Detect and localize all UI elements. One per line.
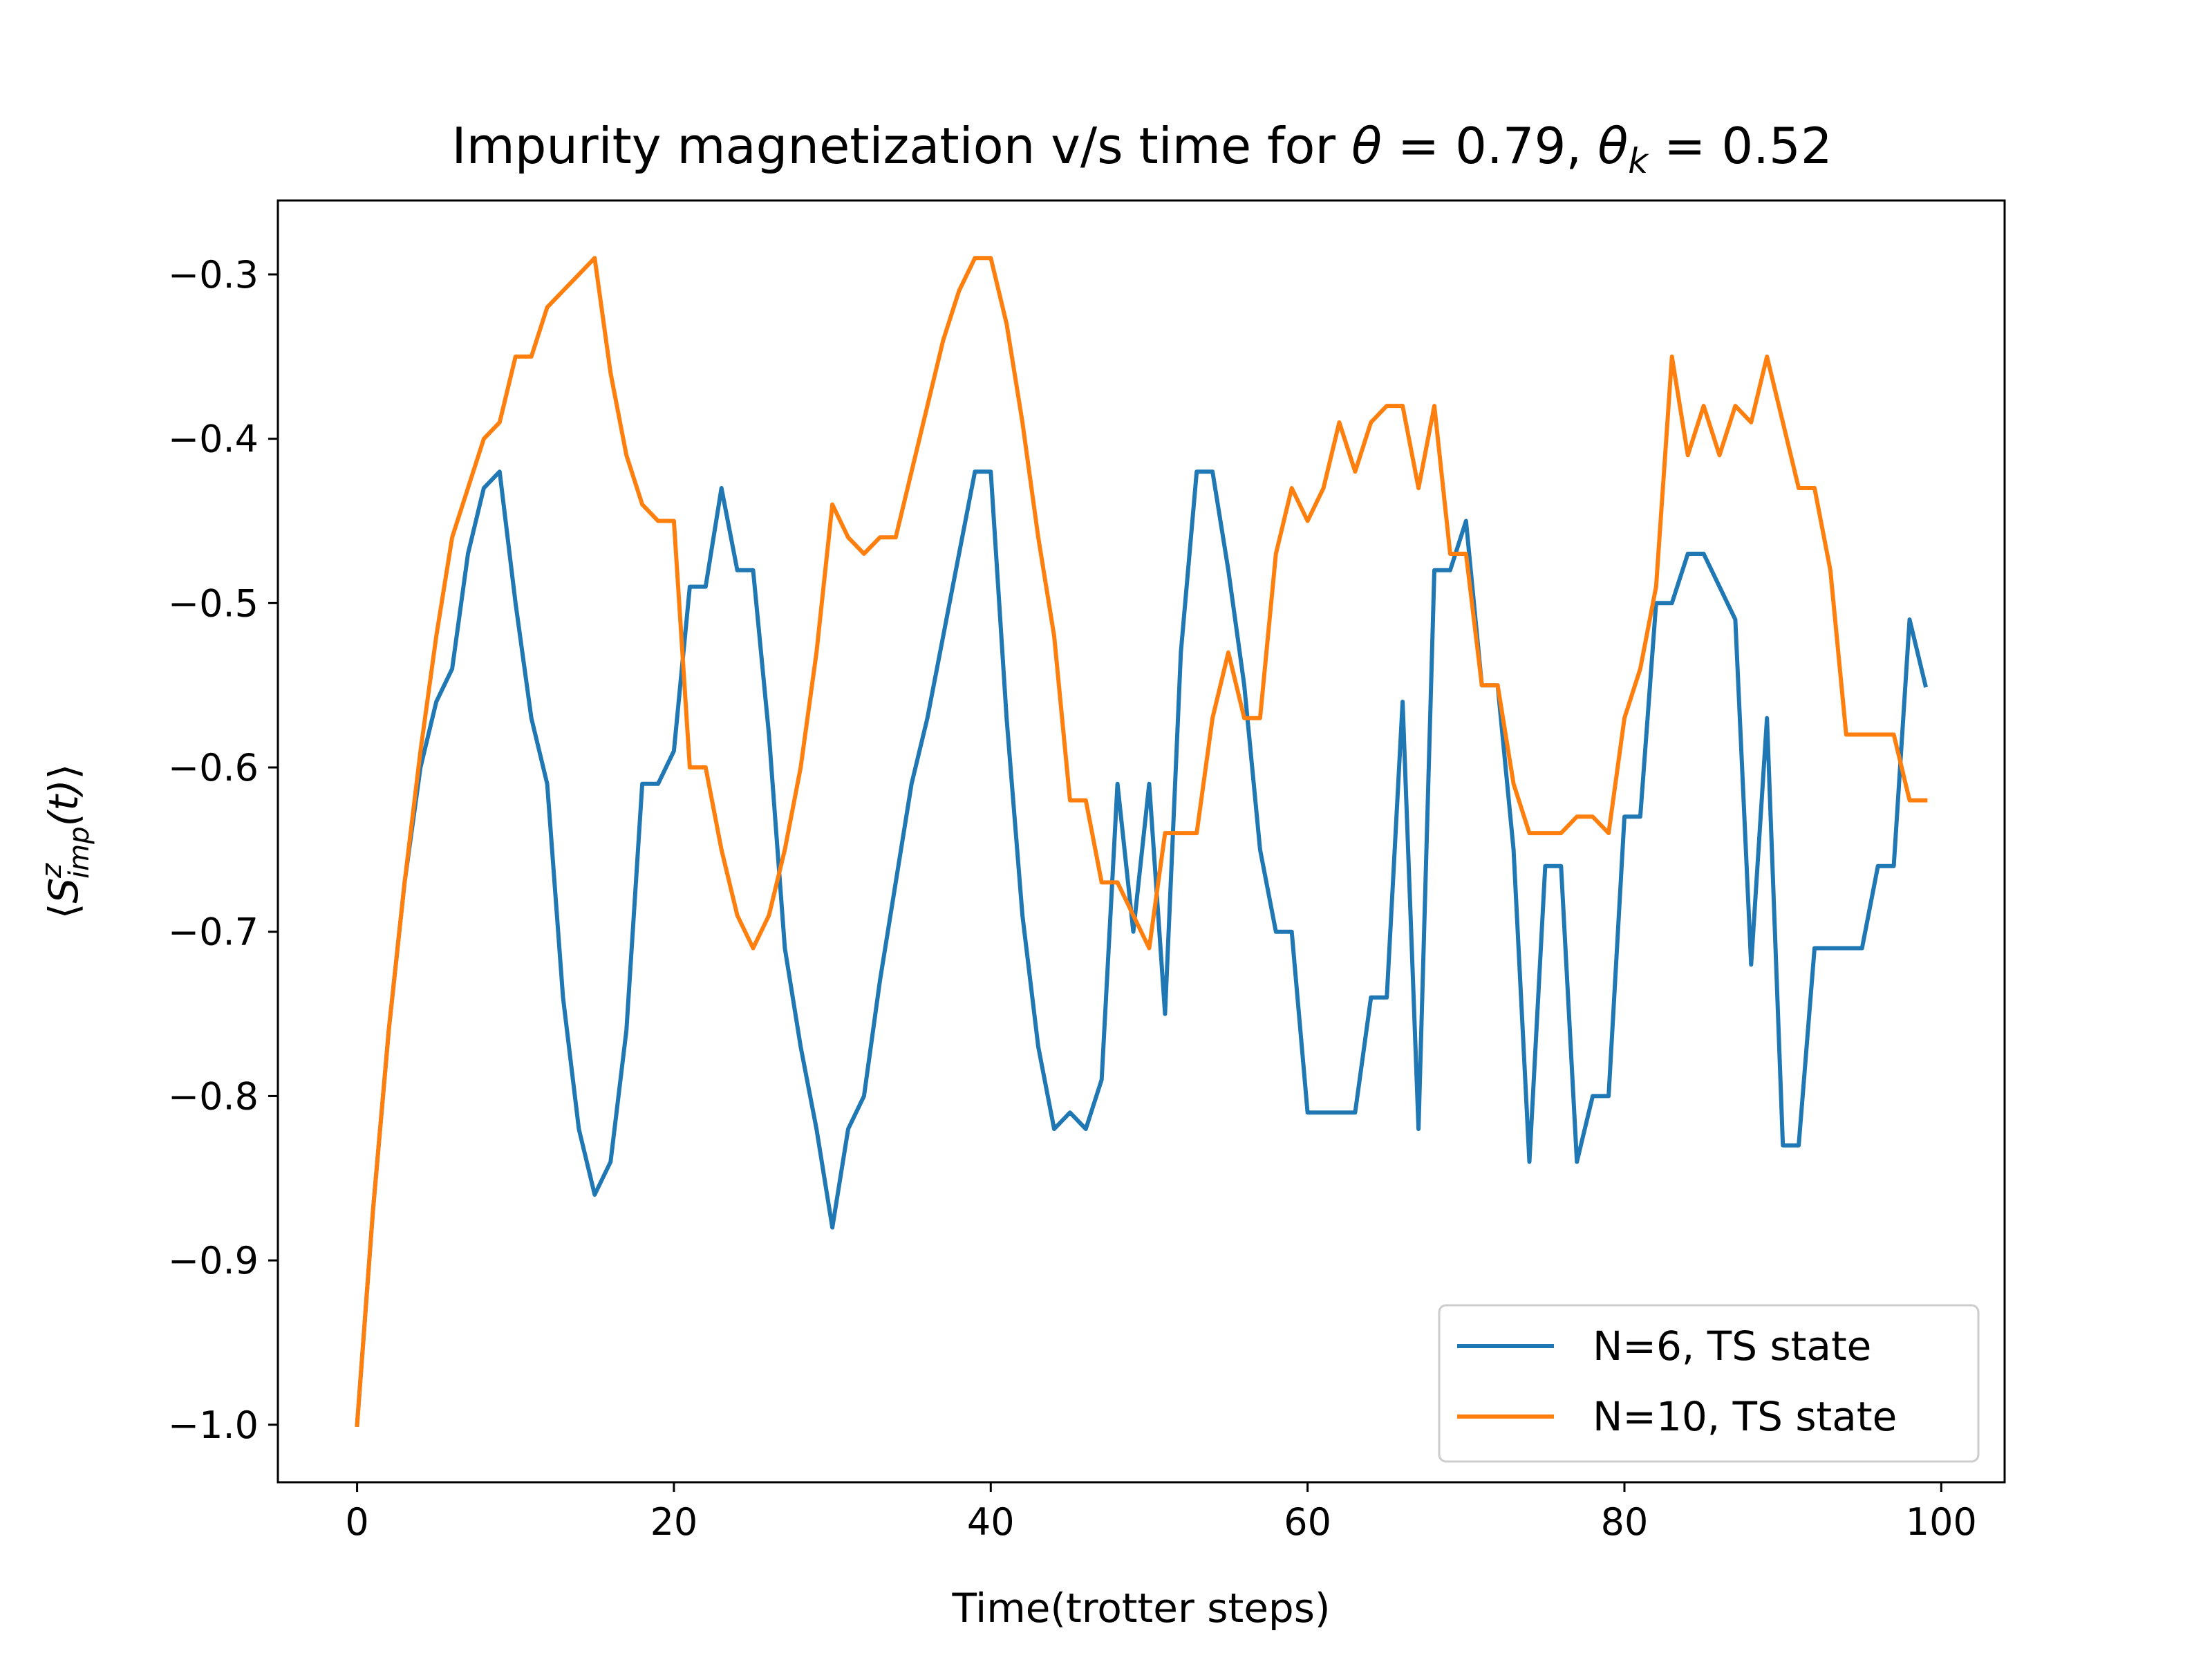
y-tick-label: −0.6	[168, 746, 259, 790]
title-theta-value: = 0.79,	[1382, 117, 1597, 175]
axis-ticks: 0 20 40 60 80 100 −1.0 −0.9 −0.8 −0.7 −0.6 −0.5 −0.4…	[168, 253, 1977, 1544]
legend-label-n6: N=6, TS state	[1593, 1323, 1871, 1370]
legend-box	[1438, 1304, 1980, 1463]
y-label-sup: z	[36, 863, 68, 879]
chart-title: Impurity magnetization v/s time for θ = …	[451, 117, 1832, 181]
y-label-s: S	[40, 878, 87, 904]
y-label-open: ⟨	[40, 904, 87, 919]
title-thetak-symbol: θ	[1597, 117, 1628, 175]
y-tick-label: −1.0	[168, 1403, 259, 1447]
series-line-n10	[355, 256, 1928, 1428]
title-thetak-value: = 0.52	[1648, 117, 1832, 175]
y-tick-label: −0.3	[168, 253, 259, 297]
x-tick-label: 100	[1906, 1500, 1977, 1544]
x-tick-label: 80	[1601, 1500, 1649, 1544]
y-tick-label: −0.5	[168, 581, 259, 625]
y-tick-label: −0.9	[168, 1239, 259, 1282]
y-tick-label: −0.8	[168, 1074, 259, 1118]
y-label-sub: imp	[64, 826, 95, 878]
x-axis-label: Time(trotter steps)	[951, 1585, 1330, 1632]
x-tick-label: 20	[650, 1500, 698, 1544]
y-axis-label: ⟨Szimp(t)⟩	[36, 764, 95, 919]
y-tick-label: −0.4	[168, 418, 259, 461]
series-line-n6	[355, 469, 1929, 1428]
legend-label-n10: N=10, TS state	[1593, 1393, 1897, 1440]
title-prefix: Impurity magnetization v/s time for	[451, 117, 1351, 175]
y-label-close: ⟩	[40, 764, 87, 780]
x-tick-label: 40	[967, 1500, 1015, 1544]
legend: N=6, TS state N=10, TS state	[1438, 1304, 1980, 1463]
x-tick-label: 0	[345, 1500, 368, 1544]
title-theta-symbol: θ	[1351, 117, 1382, 175]
x-tick-label: 60	[1284, 1500, 1331, 1544]
y-label-rest: (t)	[40, 779, 87, 826]
plot-frame	[276, 199, 2006, 1484]
title-thetak-subscript: k	[1628, 141, 1649, 181]
series-lines	[355, 256, 1929, 1428]
y-tick-label: −0.7	[168, 911, 259, 954]
